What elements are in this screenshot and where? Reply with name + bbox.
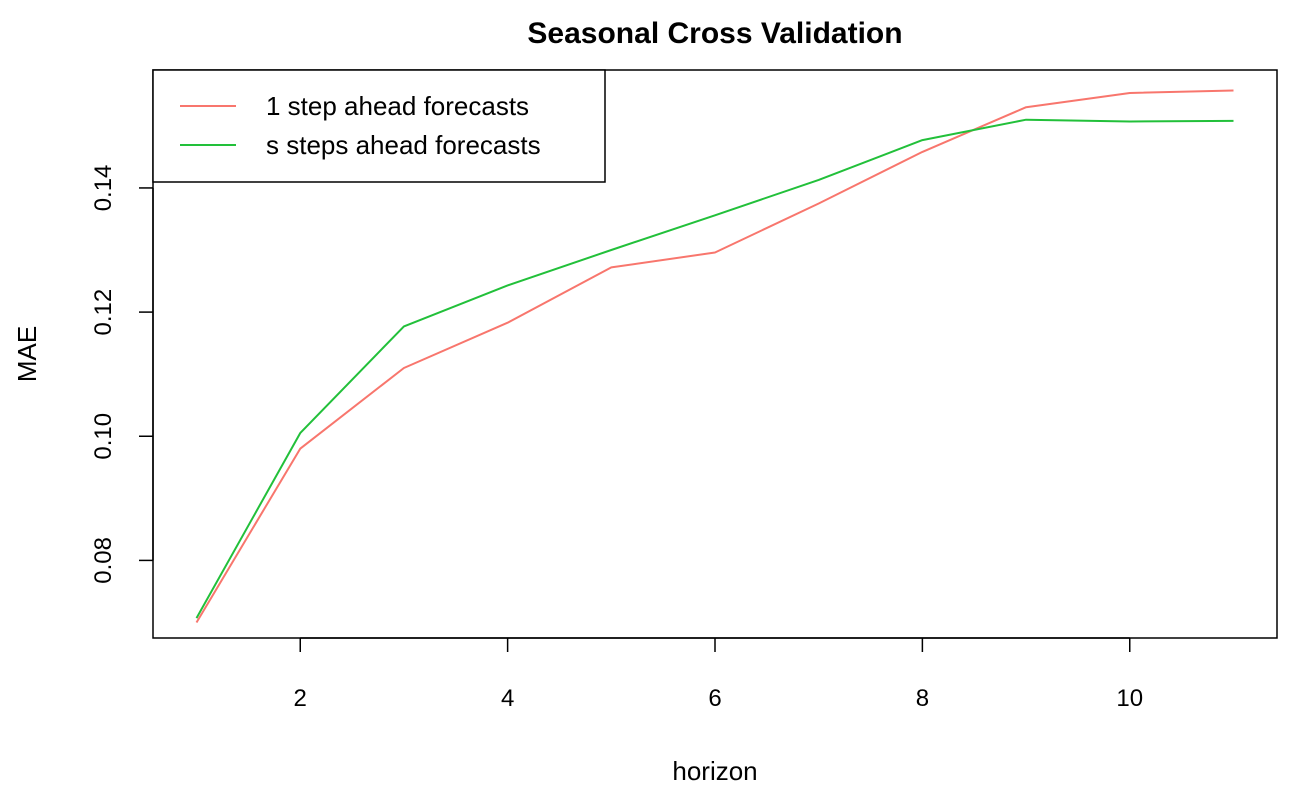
y-tick-label: 0.10 bbox=[90, 413, 117, 460]
y-axis-label: MAE bbox=[12, 326, 42, 382]
y-axis: 0.08 0.10 0.12 0.14 bbox=[90, 165, 154, 584]
x-tick-label: 4 bbox=[501, 685, 514, 712]
x-axis: 2 4 6 8 10 bbox=[294, 637, 1143, 712]
series-layer bbox=[195, 89, 1234, 624]
x-tick-label: 6 bbox=[708, 685, 721, 712]
y-tick-label: 0.14 bbox=[90, 165, 117, 212]
chart-title: Seasonal Cross Validation bbox=[527, 17, 902, 50]
legend-label-s-steps: s steps ahead forecasts bbox=[266, 130, 541, 160]
series-line-s-steps bbox=[195, 118, 1234, 619]
legend-label-1-step: 1 step ahead forecasts bbox=[266, 91, 529, 121]
x-tick-label: 2 bbox=[294, 685, 307, 712]
x-tick-label: 8 bbox=[916, 685, 929, 712]
y-tick-label: 0.12 bbox=[90, 289, 117, 336]
x-axis-label: horizon bbox=[672, 756, 757, 786]
legend: 1 step ahead forecasts s steps ahead for… bbox=[152, 69, 606, 183]
legend-box bbox=[152, 69, 606, 183]
y-tick-label: 0.08 bbox=[90, 537, 117, 584]
x-tick-label: 10 bbox=[1116, 685, 1143, 712]
